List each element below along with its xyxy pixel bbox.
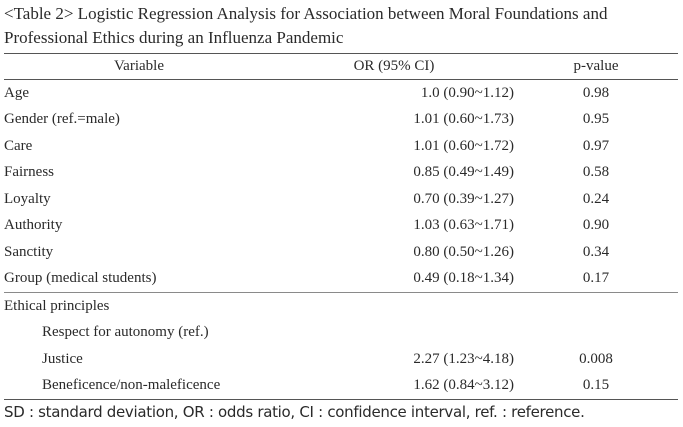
row-variable: Beneficence/non-maleficence <box>4 372 274 400</box>
row-variable: Justice <box>42 350 83 367</box>
row-p-value: 0.58 <box>582 164 610 181</box>
row-p-value: 0.95 <box>582 111 610 128</box>
row-variable: Care <box>4 137 33 154</box>
table-row: Beneficence/non-maleficence 1.62 (0.84~3… <box>4 372 678 400</box>
table-row: Gender (ref.=male) 1.01 (0.60~1.73) 0.95 <box>4 107 678 134</box>
row-p-value: 0.24 <box>582 190 610 207</box>
row-variable: Age <box>4 84 29 101</box>
row-or: 1.01 (0.60~1.73) <box>413 111 514 128</box>
row-p-value: 0.34 <box>582 243 610 260</box>
header-variable: Variable <box>4 53 274 80</box>
row-p-value: 0.98 <box>582 84 610 101</box>
row-p-value: 0.17 <box>582 270 610 287</box>
table-row: Fairness 0.85 (0.49~1.49) 0.58 <box>4 160 678 187</box>
row-or: 1.01 (0.60~1.72) <box>413 137 514 154</box>
row-p-value: 0.90 <box>582 217 610 234</box>
table-row: Sanctity 0.80 (0.50~1.26) 0.34 <box>4 239 678 266</box>
row-or <box>274 292 514 320</box>
row-p-value <box>514 320 678 347</box>
table-row-group-heading: Ethical principles <box>4 292 678 320</box>
row-or: 1.0 (0.90~1.12) <box>420 84 514 101</box>
row-variable: Authority <box>4 217 63 234</box>
row-variable: Respect for autonomy (ref.) <box>42 324 209 341</box>
header-or: OR (95% CI) <box>274 53 514 80</box>
row-p-value: 0.15 <box>514 372 678 400</box>
row-variable: Gender (ref.=male) <box>4 111 120 128</box>
caption-line-1: <Table 2> Logistic Regression Analysis f… <box>4 4 608 23</box>
table-row: Care 1.01 (0.60~1.72) 0.97 <box>4 133 678 160</box>
row-or: 0.70 (0.39~1.27) <box>413 190 514 207</box>
row-or: 1.62 (0.84~3.12) <box>274 372 514 400</box>
table-header-row: Variable OR (95% CI) p-value <box>4 53 678 80</box>
row-or: 2.27 (1.23~4.18) <box>413 350 514 367</box>
row-or: 0.85 (0.49~1.49) <box>413 164 514 181</box>
table-row: Respect for autonomy (ref.) <box>4 320 678 347</box>
row-p-value: 0.008 <box>579 350 613 367</box>
row-variable: Loyalty <box>4 190 51 207</box>
table-row: Age 1.0 (0.90~1.12) 0.98 <box>4 80 678 107</box>
row-or: 0.80 (0.50~1.26) <box>413 243 514 260</box>
row-or <box>274 320 514 347</box>
regression-table: Variable OR (95% CI) p-value Age 1.0 (0.… <box>4 53 678 400</box>
row-variable: Fairness <box>4 164 54 181</box>
table-footnote: SD : standard deviation, OR : odds ratio… <box>4 403 585 421</box>
table-caption: <Table 2> Logistic Regression Analysis f… <box>4 2 680 50</box>
table-row: Authority 1.03 (0.63~1.71) 0.90 <box>4 213 678 240</box>
row-or: 0.49 (0.18~1.34) <box>413 270 514 287</box>
table-row: Justice 2.27 (1.23~4.18) 0.008 <box>4 346 678 373</box>
table-row: Group (medical students) 0.49 (0.18~1.34… <box>4 266 678 293</box>
table-row: Loyalty 0.70 (0.39~1.27) 0.24 <box>4 186 678 213</box>
row-variable: Ethical principles <box>4 292 274 320</box>
row-p-value <box>514 292 678 320</box>
caption-line-2: Professional Ethics during an Influenza … <box>4 28 344 47</box>
row-variable: Group (medical students) <box>4 270 157 287</box>
row-or: 1.03 (0.63~1.71) <box>413 217 514 234</box>
row-p-value: 0.97 <box>582 137 610 154</box>
row-variable: Sanctity <box>4 243 54 260</box>
header-p-value: p-value <box>514 53 678 80</box>
